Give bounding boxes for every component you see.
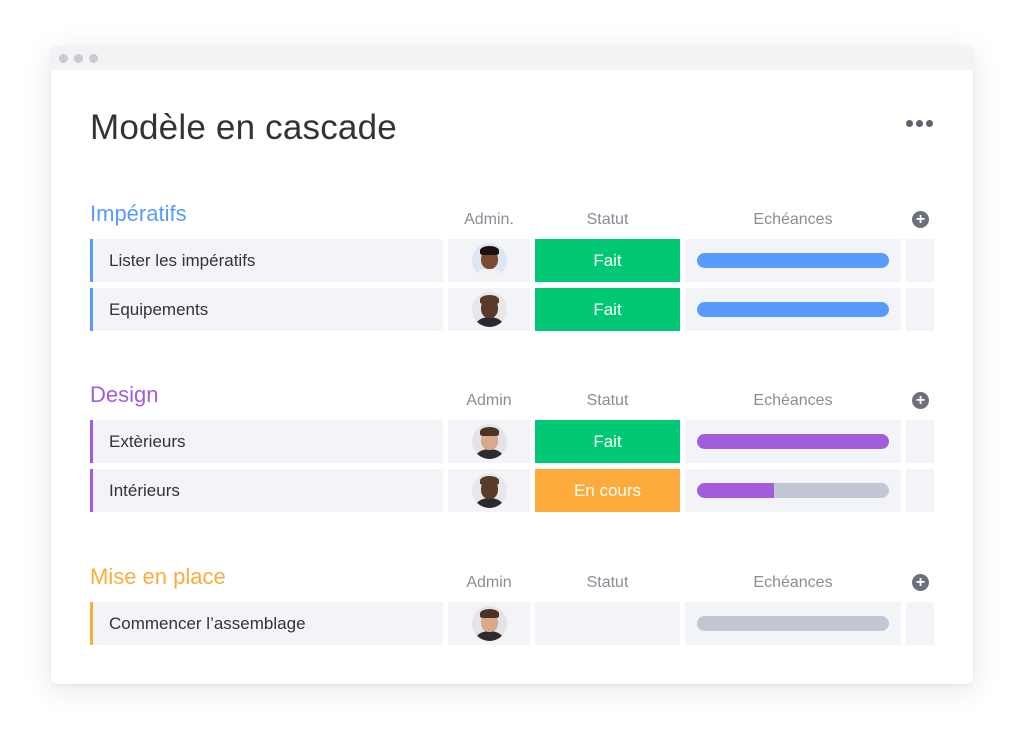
avatar[interactable]	[471, 473, 507, 508]
row-end-cell	[906, 469, 934, 512]
deadline-cell[interactable]	[685, 288, 901, 331]
table-row[interactable]: Equipements Fait	[90, 288, 934, 331]
avatar[interactable]	[471, 292, 507, 327]
item-name[interactable]: Commencer l’assemblage	[90, 602, 443, 645]
table-row[interactable]: Intérieurs En cours	[90, 469, 934, 512]
admin-cell[interactable]	[448, 420, 530, 463]
column-header-deadlines[interactable]: Echéances	[753, 211, 833, 228]
page-title: Modèle en cascade	[90, 108, 397, 147]
timeline-bar	[697, 483, 889, 498]
admin-cell[interactable]	[448, 288, 530, 331]
group-title[interactable]: Impératifs	[90, 201, 187, 226]
avatar[interactable]	[471, 606, 507, 641]
group-title[interactable]: Design	[90, 382, 159, 407]
window-dot-icon	[74, 54, 83, 63]
column-header-deadlines[interactable]: Echéances	[753, 392, 833, 409]
board-window: Modèle en cascade Impératifs Admin. Stat…	[51, 46, 973, 684]
status-cell[interactable]: Fait	[535, 420, 680, 463]
timeline-bar	[697, 616, 889, 631]
column-header-status[interactable]: Statut	[586, 392, 629, 409]
column-header-status[interactable]: Statut	[586, 211, 629, 228]
admin-cell[interactable]	[448, 239, 530, 282]
window-titlebar	[51, 46, 973, 70]
deadline-cell[interactable]	[685, 239, 901, 282]
column-header-deadlines[interactable]: Echéances	[753, 574, 833, 591]
status-cell[interactable]: Fait	[535, 239, 680, 282]
item-name[interactable]: Equipements	[90, 288, 443, 331]
group-title[interactable]: Mise en place	[90, 564, 226, 589]
window-dot-icon	[59, 54, 68, 63]
add-column-icon[interactable]: +	[912, 392, 929, 409]
row-end-cell	[906, 420, 934, 463]
window-dot-icon	[89, 54, 98, 63]
avatar[interactable]	[471, 243, 507, 278]
status-cell[interactable]: En cours	[535, 469, 680, 512]
table-row[interactable]: Lister les impératifs Fait	[90, 239, 934, 282]
deadline-cell[interactable]	[685, 420, 901, 463]
item-name[interactable]: Lister les impératifs	[90, 239, 443, 282]
status-cell[interactable]	[535, 602, 680, 645]
row-end-cell	[906, 602, 934, 645]
add-column-icon[interactable]: +	[912, 211, 929, 228]
timeline-bar	[697, 302, 889, 317]
item-name[interactable]: Extèrieurs	[90, 420, 443, 463]
avatar[interactable]	[471, 424, 507, 459]
row-end-cell	[906, 239, 934, 282]
admin-cell[interactable]	[448, 469, 530, 512]
row-end-cell	[906, 288, 934, 331]
table-row[interactable]: Commencer l’assemblage	[90, 602, 934, 645]
admin-cell[interactable]	[448, 602, 530, 645]
column-header-admin[interactable]: Admin	[466, 574, 512, 591]
column-header-admin[interactable]: Admin.	[464, 211, 514, 228]
item-name[interactable]: Intérieurs	[90, 469, 443, 512]
timeline-bar	[697, 253, 889, 268]
status-cell[interactable]: Fait	[535, 288, 680, 331]
deadline-cell[interactable]	[685, 602, 901, 645]
table-row[interactable]: Extèrieurs Fait	[90, 420, 934, 463]
more-options-icon[interactable]	[906, 120, 933, 127]
column-header-status[interactable]: Statut	[586, 574, 629, 591]
timeline-bar	[697, 434, 889, 449]
column-header-admin[interactable]: Admin	[466, 392, 512, 409]
deadline-cell[interactable]	[685, 469, 901, 512]
add-column-icon[interactable]: +	[912, 574, 929, 591]
